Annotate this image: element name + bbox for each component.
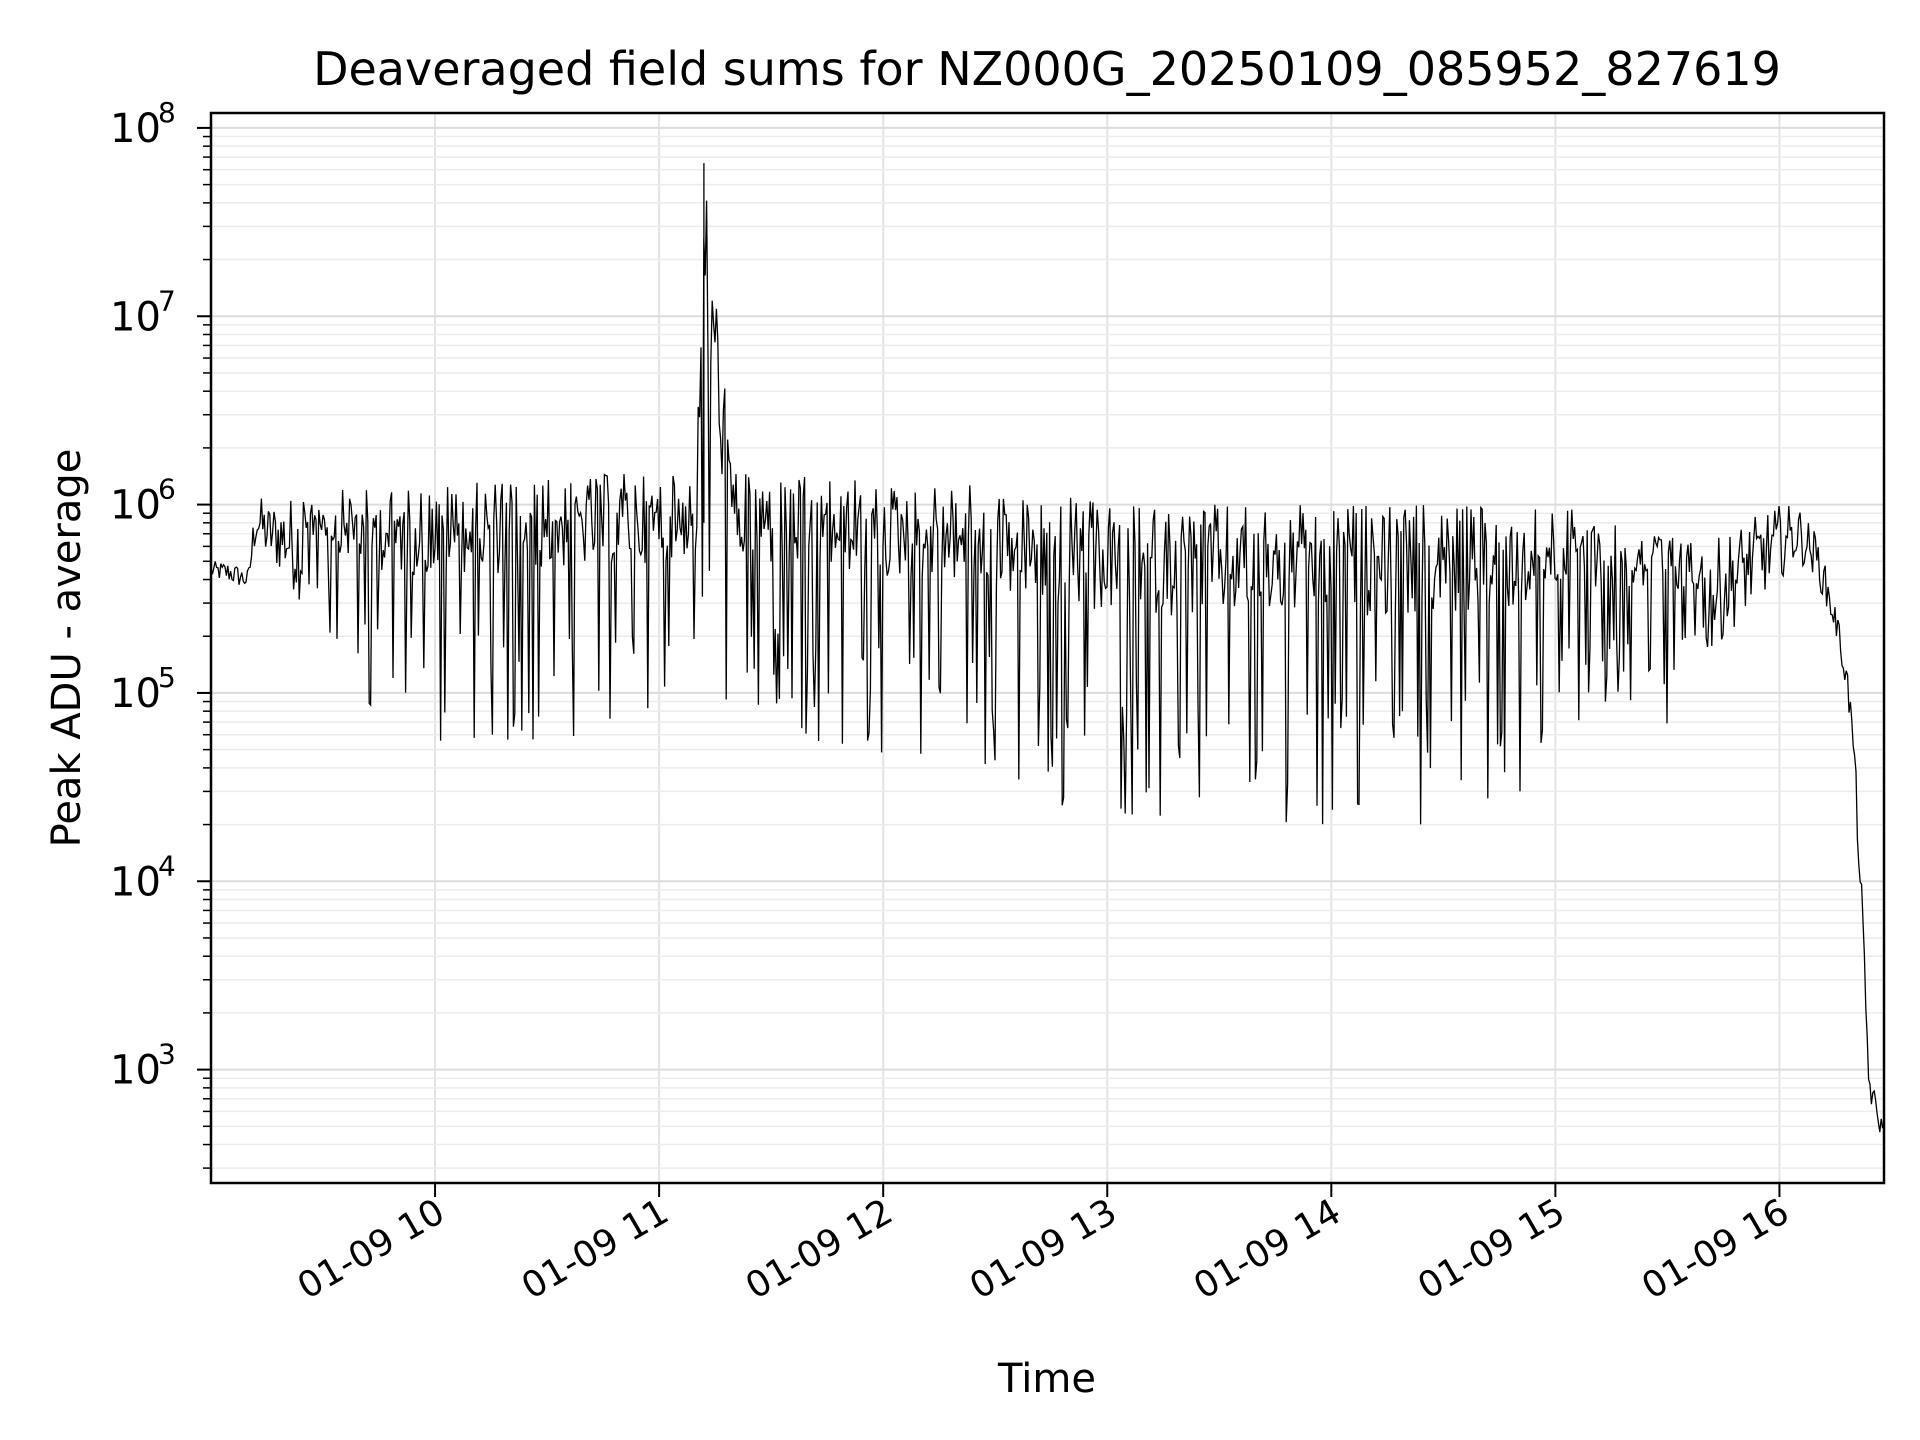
x-tick-label: 01-09 13 [963,1191,1124,1307]
x-tick-label: 01-09 11 [515,1191,676,1307]
y-tick-label: 10 [110,671,161,717]
series-line [210,163,1884,1133]
y-tick-exponent: 4 [158,849,176,882]
y-tick-label: 10 [110,106,161,152]
y-tick-exponent: 5 [158,661,176,694]
x-axis-label: Time [997,1356,1096,1402]
grid [211,113,1884,1183]
y-tick-exponent: 3 [158,1038,176,1071]
y-tick-label: 10 [110,1048,161,1094]
y-tick-exponent: 7 [158,284,176,317]
y-tick-label: 10 [110,859,161,905]
x-tick-label: 01-09 12 [739,1191,900,1307]
plot-frame [209,111,1886,1185]
y-tick-exponent: 6 [158,473,176,506]
x-tick-label: 01-09 14 [1187,1191,1348,1307]
y-axis-label: Peak ADU - average [44,449,90,848]
chart-title: Deaveraged field sums for NZ000G_2025010… [313,42,1781,96]
x-tick-label: 01-09 15 [1411,1191,1572,1307]
y-tick-label: 10 [110,483,161,529]
x-tick-label: 01-09 16 [1635,1191,1796,1307]
x-tick-label: 01-09 10 [291,1191,452,1307]
y-tick-label: 10 [110,294,161,340]
y-tick-exponent: 8 [158,96,176,129]
x-axis: 01-09 10 01-09 11 01-09 12 01-09 13 01-09 14… [291,1183,1796,1308]
